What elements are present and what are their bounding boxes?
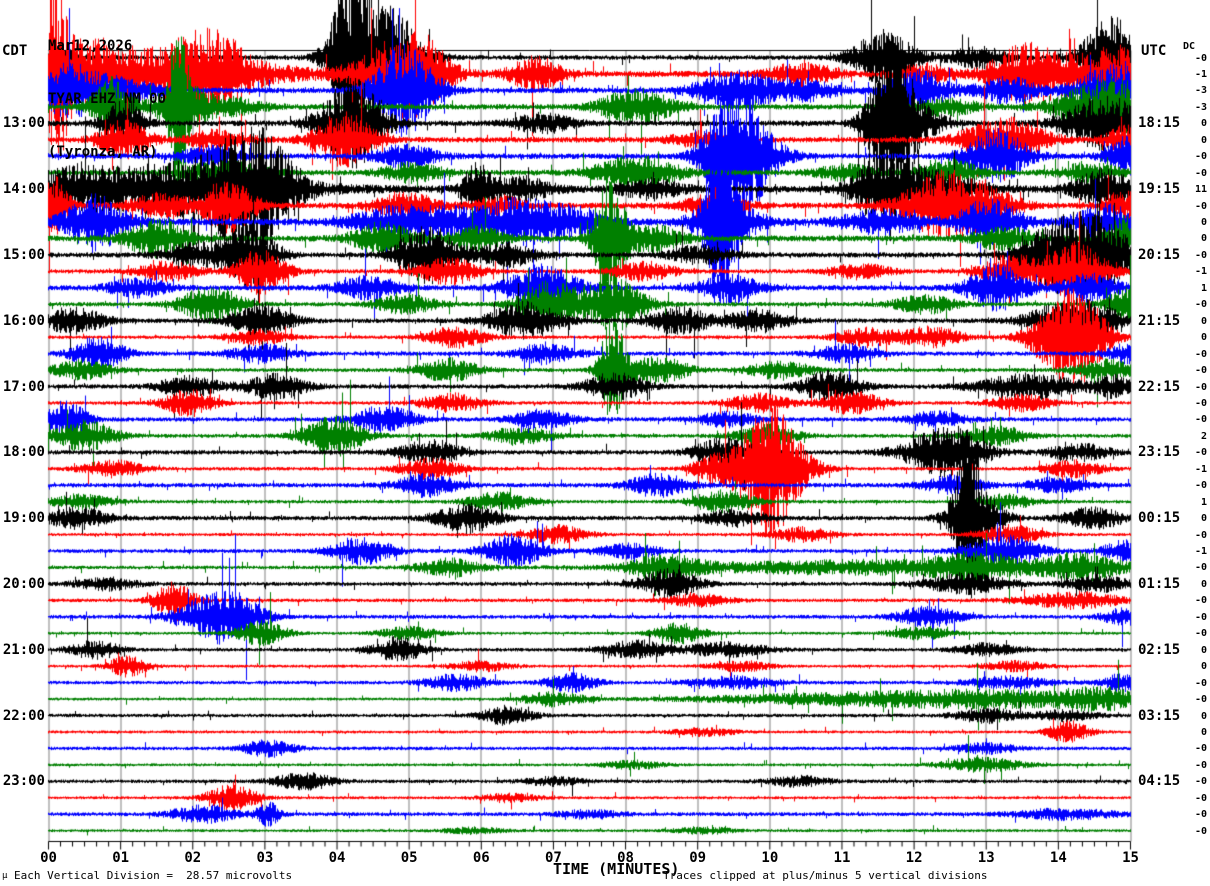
x-axis-tick-label: 08 <box>617 850 634 866</box>
left-time-label: 17:00 <box>2 378 45 395</box>
x-axis-tick-label: 04 <box>328 850 346 866</box>
dc-offset-value: -0 <box>1194 299 1207 311</box>
right-time-label: 22:15 <box>1138 378 1181 395</box>
dc-offset-value: -0 <box>1194 825 1207 837</box>
x-axis-title: TIME (MINUTES) <box>553 860 680 878</box>
left-time-label: 21:00 <box>2 641 45 658</box>
x-axis-tick-label: 14 <box>1049 850 1067 866</box>
right-time-label: 20:15 <box>1138 246 1181 263</box>
dc-offset-value: 0 <box>1200 661 1207 673</box>
dc-offset-value: -1 <box>1194 68 1207 80</box>
date-label: Mar12,2026 <box>48 38 133 54</box>
right-time-label: 23:15 <box>1138 444 1181 461</box>
dc-offset-value: -1 <box>1194 266 1207 278</box>
dc-offset-value: 0 <box>1200 217 1207 228</box>
dc-offset-value: -0 <box>1194 595 1207 607</box>
dc-offset-value: -0 <box>1194 759 1207 771</box>
right-time-label: 02:15 <box>1138 641 1181 658</box>
x-axis-tick-label: 12 <box>905 850 923 866</box>
x-axis-tick-label: 13 <box>977 850 995 866</box>
left-time-label: 18:00 <box>2 444 45 461</box>
dc-offset-value: 0 <box>1200 134 1207 146</box>
dc-offset-value: 2 <box>1200 430 1207 442</box>
x-axis-tick-label: 00 <box>40 850 57 866</box>
dc-offset-value: -0 <box>1194 447 1207 459</box>
dc-offset-value: -0 <box>1194 677 1207 689</box>
x-axis-tick-label: 10 <box>761 850 779 866</box>
x-axis-tick-label: 15 <box>1122 850 1139 866</box>
right-time-label: 00:15 <box>1138 510 1181 527</box>
dc-offset-value: -0 <box>1194 348 1207 360</box>
dc-offset-value: -0 <box>1194 200 1207 212</box>
dc-offset-value: -3 <box>1194 85 1207 97</box>
dc-offset-value: -1 <box>1194 463 1207 475</box>
x-axis-tick-label: 11 <box>833 850 851 866</box>
x-axis-tick-label: 09 <box>689 850 707 866</box>
dc-offset-value: 0 <box>1200 118 1207 130</box>
dc-offset-value: -0 <box>1194 792 1207 804</box>
dc-offset-value: 0 <box>1200 332 1207 344</box>
right-time-label: 04:15 <box>1138 773 1181 790</box>
dc-offset-value: -0 <box>1194 562 1207 574</box>
dc-offset-value: -0 <box>1194 365 1207 377</box>
left-timezone-label: CDT <box>2 43 28 59</box>
dc-offset-value: 0 <box>1200 578 1207 590</box>
dc-offset-value: -0 <box>1194 628 1207 640</box>
dc-offset-value: -0 <box>1194 611 1207 623</box>
dc-offset-value: 1 <box>1200 496 1207 508</box>
x-axis-tick-label: 05 <box>400 850 418 866</box>
station-header: Mar12,2026 TYAR EHZ NM 00 (Tyronza, AR) <box>48 1 166 198</box>
x-axis-tick-label: 01 <box>112 850 130 866</box>
vertical-scale-note: Each Vertical Division = 28.57 microvolt… <box>14 869 293 882</box>
dc-offset-value: -0 <box>1194 694 1207 706</box>
dc-offset-value: 0 <box>1200 233 1207 245</box>
right-time-label: 19:15 <box>1138 181 1181 198</box>
dc-offset-value: -0 <box>1194 52 1207 64</box>
dc-offset-value: -0 <box>1194 480 1207 492</box>
left-time-label: 22:00 <box>2 707 45 724</box>
right-time-label: 03:15 <box>1138 707 1181 724</box>
x-axis-tick-label: 03 <box>256 850 274 866</box>
dc-offset-value: -0 <box>1194 151 1207 163</box>
dc-offset-value: -1 <box>1194 546 1207 557</box>
dc-offset-value: 1 <box>1200 282 1207 294</box>
dc-offset-value: -3 <box>1194 101 1207 113</box>
station-id-label: TYAR EHZ NM 00 <box>48 91 167 107</box>
dc-offset-value: 11 <box>1194 184 1207 196</box>
dc-offset-value: -0 <box>1194 414 1207 426</box>
dc-offset-value: -0 <box>1194 743 1207 755</box>
dc-offset-value: -0 <box>1194 776 1207 788</box>
right-timezone-label: UTC <box>1141 43 1167 59</box>
dc-offset-value: -0 <box>1194 397 1207 409</box>
left-time-label: 13:00 <box>2 115 45 132</box>
left-time-label: 15:00 <box>2 246 45 263</box>
dc-offset-value: 0 <box>1200 513 1207 525</box>
left-time-label: 16:00 <box>2 312 45 329</box>
left-time-label: 14:00 <box>2 181 45 198</box>
dc-offset-value: 0 <box>1200 315 1207 327</box>
dc-offset-value: -0 <box>1194 529 1207 541</box>
dc-column-header: DC <box>1183 41 1196 52</box>
x-axis-tick-label: 06 <box>472 850 490 866</box>
dc-offset-value: -0 <box>1194 809 1207 821</box>
dc-offset-value: 0 <box>1200 726 1207 738</box>
right-time-label: 21:15 <box>1138 312 1181 329</box>
left-time-label: 20:00 <box>2 575 45 592</box>
left-time-label: 19:00 <box>2 510 45 527</box>
dc-offset-value: 0 <box>1200 644 1207 656</box>
dc-offset-value: 0 <box>1200 710 1207 722</box>
station-location-label: (Tyronza, AR) <box>48 144 158 160</box>
x-axis-tick-label: 02 <box>184 850 202 866</box>
dc-offset-value: -0 <box>1194 167 1207 179</box>
left-time-label: 23:00 <box>2 773 45 790</box>
dc-offset-value: -0 <box>1194 249 1207 261</box>
right-time-label: 01:15 <box>1138 575 1181 592</box>
right-time-label: 18:15 <box>1138 115 1181 132</box>
dc-offset-value: -0 <box>1194 381 1207 393</box>
corner-micro-glyph: µ <box>2 871 8 881</box>
x-axis-tick-label: 07 <box>544 850 562 866</box>
clipping-note: Traces clipped at plus/minus 5 vertical … <box>663 869 988 882</box>
